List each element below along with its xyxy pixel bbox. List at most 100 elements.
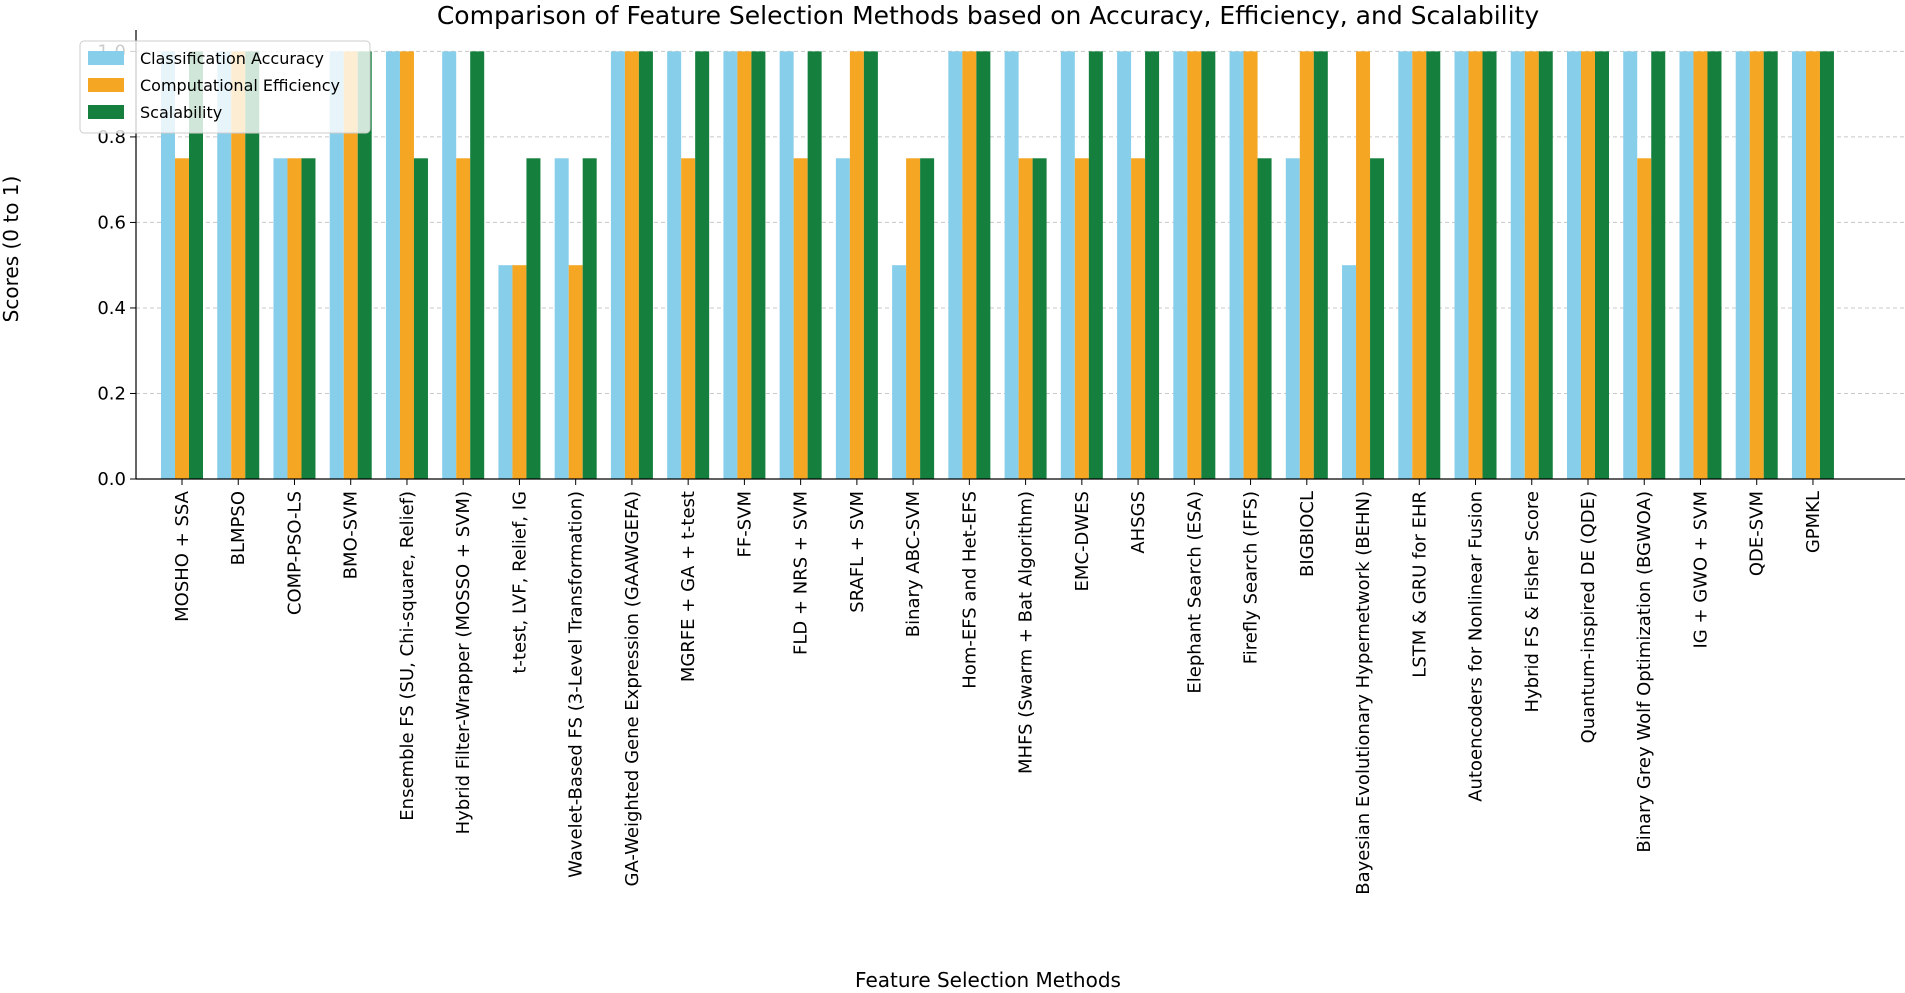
x-tick-label: AHSGS <box>1128 491 1149 554</box>
legend-label: Scalability <box>140 103 222 122</box>
bar-scalability-2 <box>301 158 316 480</box>
bar-scalability-8 <box>638 51 653 479</box>
bar-computational-efficiency-8 <box>624 51 639 479</box>
bar-scalability-3 <box>357 51 372 479</box>
y-tick-label: 0.2 <box>97 383 126 404</box>
bar-scalability-7 <box>582 158 597 480</box>
series-computational-efficiency <box>175 51 1820 480</box>
bar-computational-efficiency-18 <box>1187 51 1202 479</box>
bar-computational-efficiency-14 <box>962 51 977 479</box>
y-tick-label: 0.0 <box>97 469 126 490</box>
x-tick-label: Binary Grey Wolf Optimization (BGWOA) <box>1634 491 1655 853</box>
bar-classification-accuracy-26 <box>1623 51 1638 479</box>
x-tick-label: EMC-DWES <box>1072 491 1093 591</box>
bar-scalability-5 <box>470 51 485 479</box>
y-tick-label: 0.6 <box>97 212 126 233</box>
x-tick-label: QDE-SVM <box>1747 491 1768 576</box>
bar-scalability-29 <box>1819 51 1834 479</box>
bar-computational-efficiency-12 <box>849 51 864 479</box>
bar-scalability-28 <box>1763 51 1778 479</box>
bar-scalability-19 <box>1257 158 1272 480</box>
bar-scalability-0 <box>189 51 203 479</box>
bar-classification-accuracy-1 <box>217 51 232 479</box>
bar-computational-efficiency-24 <box>1524 51 1539 479</box>
x-tick-label: FF-SVM <box>734 491 755 557</box>
bar-computational-efficiency-13 <box>906 158 921 480</box>
x-tick-label: COMP-PSO-LS <box>284 491 305 615</box>
series-classification-accuracy <box>161 51 1806 480</box>
x-tick-label: Hom-EFS and Het-EFS <box>959 491 980 689</box>
x-tick-label: MGRFE + GA + t-test <box>678 491 699 682</box>
bar-classification-accuracy-0 <box>161 51 175 479</box>
bar-classification-accuracy-24 <box>1510 51 1525 479</box>
bar-scalability-27 <box>1707 51 1722 479</box>
bar-computational-efficiency-27 <box>1693 51 1708 479</box>
bar-classification-accuracy-14 <box>948 51 963 479</box>
x-tick-label: FLD + NRS + SVM <box>791 491 812 655</box>
bar-classification-accuracy-19 <box>1229 51 1244 479</box>
bar-computational-efficiency-5 <box>456 158 471 480</box>
bar-scalability-18 <box>1201 51 1216 479</box>
x-tick-label: MHFS (Swarm + Bat Algorithm) <box>1016 491 1037 774</box>
legend-box <box>79 40 371 134</box>
bar-computational-efficiency-20 <box>1299 51 1314 479</box>
bar-scalability-12 <box>863 51 878 479</box>
x-tick-label: Elephant Search (ESA) <box>1184 491 1205 694</box>
bar-classification-accuracy-7 <box>554 158 569 480</box>
bar-computational-efficiency-21 <box>1356 51 1371 479</box>
bar-computational-efficiency-17 <box>1131 158 1146 480</box>
bar-classification-accuracy-18 <box>1173 51 1188 479</box>
bar-computational-efficiency-1 <box>231 51 246 479</box>
bar-scalability-15 <box>1032 158 1047 480</box>
bar-classification-accuracy-25 <box>1567 51 1581 479</box>
bar-scalability-1 <box>245 51 260 479</box>
bar-classification-accuracy-4 <box>385 51 400 479</box>
bar-classification-accuracy-15 <box>1004 51 1019 479</box>
bar-computational-efficiency-9 <box>681 158 696 480</box>
legend-label: Classification Accuracy <box>140 49 324 68</box>
bar-scalability-9 <box>695 51 710 479</box>
x-tick-label: BMO-SVM <box>341 491 362 579</box>
x-tick-label: Ensemble FS (SU, Chi-square, Relief) <box>397 491 418 821</box>
x-tick-label: Bayesian Evolutionary Hypernetwork (BEHN… <box>1353 491 1374 895</box>
bar-scalability-20 <box>1313 51 1328 479</box>
bar-computational-efficiency-11 <box>793 158 808 480</box>
bar-computational-efficiency-15 <box>1018 158 1033 480</box>
bar-scalability-14 <box>976 51 991 479</box>
bar-classification-accuracy-6 <box>498 265 513 479</box>
bar-computational-efficiency-22 <box>1412 51 1427 479</box>
bar-computational-efficiency-2 <box>287 158 302 480</box>
bar-scalability-6 <box>526 158 541 480</box>
bar-scalability-10 <box>751 51 766 479</box>
bar-computational-efficiency-7 <box>568 265 583 479</box>
legend-swatch <box>88 51 124 65</box>
bar-scalability-25 <box>1595 51 1609 479</box>
bar-computational-efficiency-0 <box>175 158 189 480</box>
bar-scalability-16 <box>1088 51 1103 479</box>
x-tick-label: MOSHO + SSA <box>172 490 193 622</box>
bar-scalability-24 <box>1538 51 1553 479</box>
x-tick-label: LSTM & GRU for EHR <box>1409 491 1430 678</box>
bar-classification-accuracy-13 <box>892 265 907 479</box>
bar-classification-accuracy-28 <box>1735 51 1750 479</box>
x-tick-label: Autoencoders for Nonlinear Fusion <box>1466 491 1487 802</box>
legend-label: Computational Efficiency <box>140 76 340 95</box>
x-tick-label: Firefly Search (FFS) <box>1241 491 1262 664</box>
bar-classification-accuracy-22 <box>1398 51 1413 479</box>
bar-computational-efficiency-3 <box>343 51 358 479</box>
bar-scalability-23 <box>1482 51 1497 479</box>
y-axis-title: Scores (0 to 1) <box>0 176 23 323</box>
y-tick-label: 0.4 <box>97 298 126 319</box>
bar-computational-efficiency-19 <box>1243 51 1258 479</box>
bar-series-group <box>161 51 1834 480</box>
bar-scalability-26 <box>1651 51 1666 479</box>
x-tick-labels: MOSHO + SSA BLMPSO COMP-PSO-LS BMO-SVM Ensem… <box>172 490 1824 894</box>
chart-title: Comparison of Feature Selection Methods … <box>437 1 1540 30</box>
bar-classification-accuracy-12 <box>835 158 850 480</box>
bar-classification-accuracy-21 <box>1342 265 1357 479</box>
x-tick-label: BIGBIOCL <box>1297 491 1318 577</box>
bar-classification-accuracy-10 <box>723 51 738 479</box>
bar-computational-efficiency-25 <box>1581 51 1595 479</box>
bar-computational-efficiency-29 <box>1805 51 1820 479</box>
